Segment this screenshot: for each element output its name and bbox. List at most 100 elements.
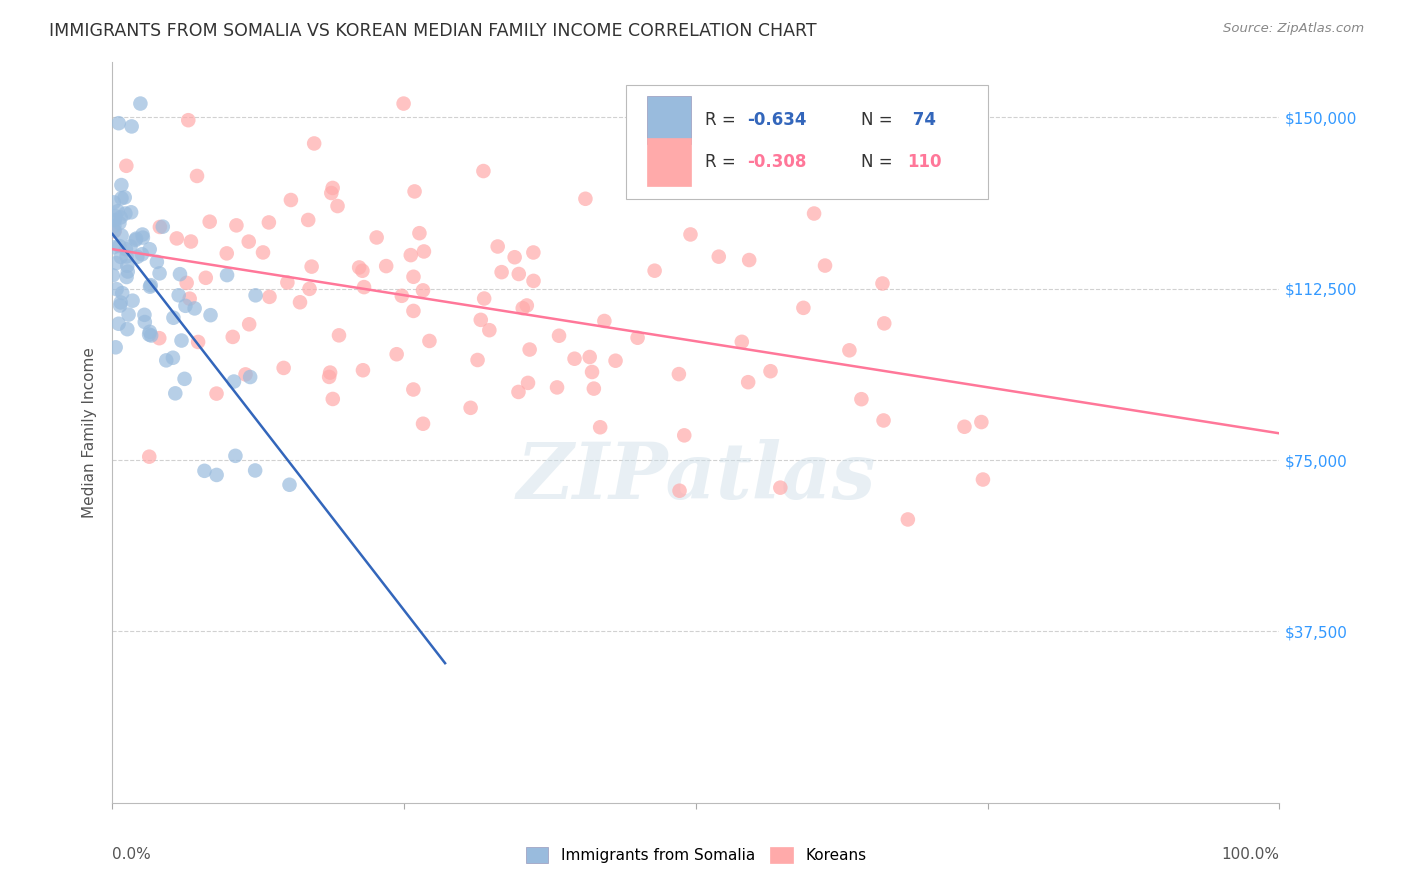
Point xyxy=(298,282,321,296)
Point xyxy=(252,245,274,260)
Point xyxy=(117,259,139,273)
Point xyxy=(127,250,149,264)
Point xyxy=(366,230,388,244)
Point xyxy=(707,250,730,264)
Point xyxy=(169,267,191,281)
Point xyxy=(134,308,156,322)
Point xyxy=(108,299,131,313)
Point xyxy=(176,276,198,290)
Point xyxy=(408,226,430,240)
Point xyxy=(198,215,221,229)
Point xyxy=(180,235,202,249)
Point xyxy=(301,260,323,274)
Point xyxy=(114,190,136,204)
Point xyxy=(148,331,170,345)
Point xyxy=(581,365,603,379)
Point xyxy=(738,253,761,268)
Point xyxy=(115,159,138,173)
Point xyxy=(321,186,343,200)
Text: -0.308: -0.308 xyxy=(748,153,807,171)
Point xyxy=(139,278,162,293)
Point xyxy=(121,293,143,308)
Point xyxy=(104,213,127,227)
Point xyxy=(108,216,131,230)
Point xyxy=(103,195,125,210)
Point xyxy=(322,392,344,406)
Point xyxy=(170,334,193,348)
Point xyxy=(120,239,142,253)
Point xyxy=(503,250,526,264)
Point xyxy=(472,292,495,306)
Point xyxy=(792,301,814,315)
Point xyxy=(139,328,162,343)
Point xyxy=(467,353,489,368)
Point xyxy=(486,239,509,253)
Point xyxy=(259,290,281,304)
Point xyxy=(239,370,262,384)
Point xyxy=(245,288,267,302)
Point xyxy=(103,224,125,238)
Text: 100.0%: 100.0% xyxy=(1222,847,1279,863)
Point xyxy=(803,206,825,220)
Point xyxy=(319,366,342,380)
Point xyxy=(139,325,162,339)
Point xyxy=(107,204,129,219)
Point xyxy=(769,481,792,495)
Point xyxy=(101,268,124,283)
Point xyxy=(673,428,696,442)
Point xyxy=(183,301,205,316)
Point xyxy=(695,127,717,141)
Text: R =: R = xyxy=(706,153,741,171)
Point xyxy=(115,270,138,285)
Point xyxy=(114,206,136,220)
Text: IMMIGRANTS FROM SOMALIA VS KOREAN MEDIAN FAMILY INCOME CORRELATION CHART: IMMIGRANTS FROM SOMALIA VS KOREAN MEDIAN… xyxy=(49,22,817,40)
Point xyxy=(103,219,125,233)
Point xyxy=(522,245,544,260)
Point xyxy=(626,331,648,345)
Point xyxy=(124,233,146,247)
Point xyxy=(404,185,426,199)
Text: N =: N = xyxy=(860,153,897,171)
Point xyxy=(851,392,873,407)
Bar xyxy=(647,138,692,186)
Point xyxy=(872,413,894,427)
Point xyxy=(103,224,125,238)
Point xyxy=(257,215,280,229)
Point xyxy=(117,322,139,336)
Point xyxy=(105,256,128,270)
Point xyxy=(402,269,425,284)
Point xyxy=(402,304,425,318)
Point xyxy=(273,360,295,375)
Text: 110: 110 xyxy=(907,153,942,171)
Point xyxy=(413,244,436,259)
Point xyxy=(115,250,138,264)
Point xyxy=(668,367,690,381)
Point xyxy=(167,288,190,302)
Point xyxy=(110,250,132,264)
Text: 0.0%: 0.0% xyxy=(112,847,152,863)
Point xyxy=(412,417,434,431)
Point xyxy=(205,467,228,482)
Point xyxy=(110,178,132,192)
Text: R =: R = xyxy=(706,112,741,129)
Point xyxy=(131,247,153,261)
Point xyxy=(110,228,132,243)
Point xyxy=(546,380,568,394)
Point xyxy=(472,164,495,178)
Point xyxy=(186,169,208,183)
Point xyxy=(375,259,398,273)
Point xyxy=(605,353,627,368)
Point xyxy=(322,181,344,195)
Point xyxy=(131,227,153,242)
Point xyxy=(110,295,132,310)
Point xyxy=(326,199,349,213)
Point xyxy=(120,205,142,219)
Point xyxy=(129,96,152,111)
Point xyxy=(108,239,131,253)
Point xyxy=(288,295,311,310)
Point xyxy=(516,298,538,312)
Point xyxy=(110,211,132,225)
Point xyxy=(146,255,169,269)
Point xyxy=(177,113,200,128)
Point xyxy=(593,314,616,328)
